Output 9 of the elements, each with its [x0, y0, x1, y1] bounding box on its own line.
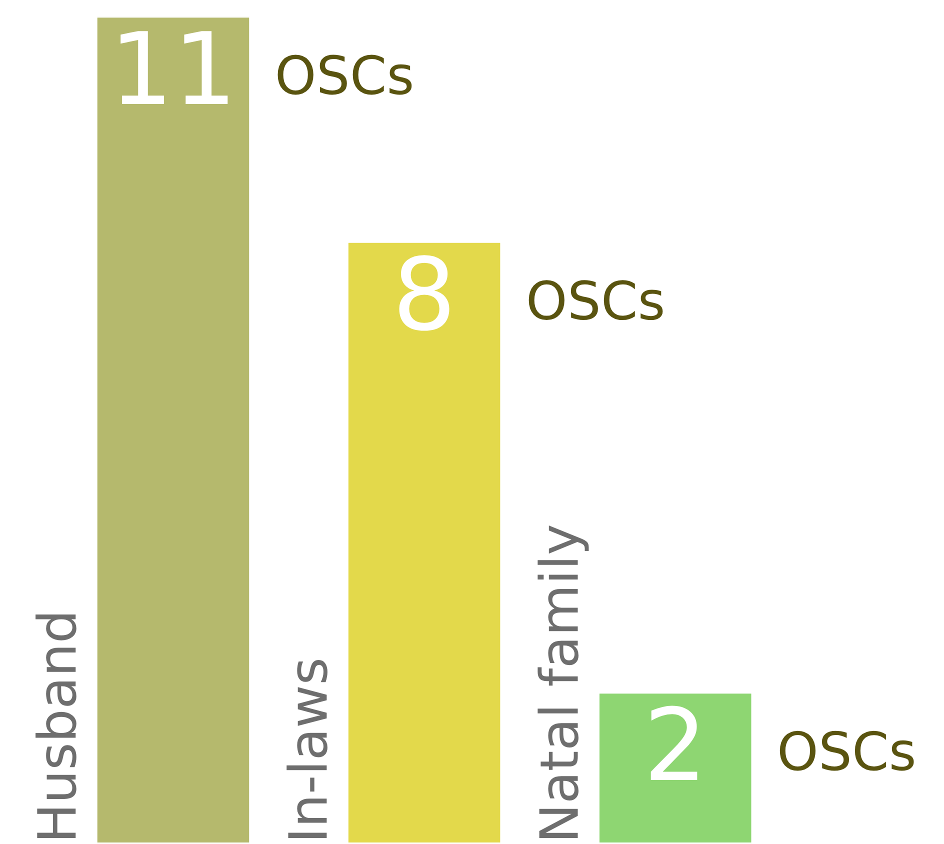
x-tick-label: Husband [36, 614, 76, 838]
data-label: 8 [399, 255, 450, 331]
annotation: OSCs [278, 54, 412, 95]
data-label: 2 [650, 706, 698, 780]
x-tick-label: Natal family [538, 526, 589, 838]
x-tick-label: In-laws [286, 660, 328, 838]
text: OSCs [780, 730, 914, 771]
data-label: 11 [120, 31, 228, 104]
annotation: OSCs [528, 280, 663, 320]
